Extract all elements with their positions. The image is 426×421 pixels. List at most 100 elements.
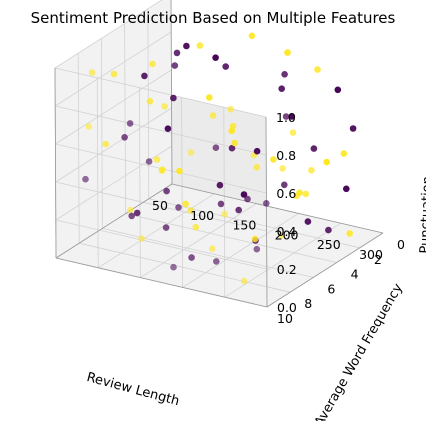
- x-tick-label: 50: [152, 198, 168, 213]
- data-point-negative: [244, 195, 251, 203]
- data-point-positive: [323, 158, 331, 166]
- x-grid-line: [140, 203, 257, 278]
- y-tick-label: 4: [351, 267, 359, 282]
- data-point-negative: [253, 245, 261, 253]
- data-point-positive: [277, 232, 285, 239]
- data-point-negative: [212, 144, 220, 151]
- data-point-positive: [149, 60, 156, 68]
- data-point-positive: [187, 207, 195, 214]
- data-point-positive: [127, 206, 134, 214]
- data-point-positive: [251, 235, 259, 243]
- data-point-negative: [325, 226, 332, 234]
- data-point-positive: [88, 69, 96, 76]
- axis-edge: [54, 67, 57, 259]
- y-tick-label: 0: [397, 237, 405, 252]
- data-point-negative: [235, 206, 242, 214]
- z-axis-label: Punctuation: [418, 176, 426, 254]
- axis-edge: [265, 116, 268, 308]
- data-point-negative: [253, 147, 261, 155]
- axis-edge: [171, 183, 384, 234]
- data-point-negative: [281, 181, 288, 189]
- z-tick-label: 0.4: [277, 224, 297, 239]
- data-point-negative: [334, 86, 342, 94]
- data-point-positive: [231, 139, 238, 147]
- y-tick-label: 8: [304, 296, 312, 311]
- data-point-positive: [248, 32, 256, 40]
- data-point-negative: [82, 175, 89, 183]
- data-point-positive: [138, 235, 145, 242]
- data-point-positive: [346, 230, 354, 237]
- data-point-negative: [310, 145, 318, 152]
- data-point-positive: [161, 103, 168, 110]
- data-point-negative: [126, 120, 134, 127]
- side-pane: [55, 0, 172, 258]
- data-point-negative: [213, 258, 220, 265]
- x-grid-line: [182, 213, 299, 288]
- y-grid-line: [124, 23, 126, 214]
- data-point-positive: [192, 223, 200, 231]
- y-tick-label: 2: [374, 252, 382, 267]
- data-point-positive: [284, 49, 291, 56]
- data-point-negative: [288, 113, 296, 120]
- x-grid-line: [181, 97, 184, 288]
- data-point-positive: [227, 105, 234, 113]
- chart-title: Sentiment Prediction Based on Multiple F…: [31, 9, 396, 27]
- y-tick-label: 10: [277, 311, 293, 326]
- z-tick-label: 0.2: [277, 262, 297, 277]
- data-point-negative: [133, 209, 141, 217]
- data-point-positive: [176, 167, 183, 175]
- x-tick-label: 250: [317, 237, 341, 252]
- z-grid-line: [55, 219, 267, 270]
- data-point-negative: [282, 113, 290, 120]
- data-point-positive: [253, 163, 261, 171]
- data-point-negative: [141, 72, 148, 80]
- data-point-positive: [308, 167, 315, 174]
- z-grid-line: [54, 0, 163, 69]
- data-point-negative: [263, 200, 270, 207]
- axis-edge: [266, 232, 384, 308]
- z-grid-line: [55, 181, 267, 232]
- data-point-positive: [206, 94, 213, 101]
- x-grid-line: [96, 77, 99, 268]
- data-point-negative: [188, 254, 195, 261]
- y-grid-line: [125, 213, 337, 263]
- data-point-negative: [164, 125, 172, 132]
- y-grid-line: [79, 242, 291, 293]
- x-grid-line: [224, 222, 342, 298]
- data-point-negative: [175, 204, 182, 211]
- y-tick-label: 6: [327, 281, 335, 296]
- data-point-negative: [171, 62, 179, 69]
- data-point-negative: [128, 212, 135, 220]
- z-grid-line: [54, 31, 172, 107]
- data-point-negative: [228, 144, 236, 152]
- data-point-positive: [110, 70, 118, 78]
- x-axis-label: Review Length: [85, 370, 181, 409]
- z-tick-label: 0.0: [277, 300, 297, 315]
- data-point-positive: [85, 123, 93, 130]
- data-point-positive: [158, 167, 166, 174]
- y-grid-line: [101, 38, 103, 229]
- data-point-negative: [163, 187, 170, 195]
- data-point-negative: [173, 49, 181, 57]
- y-grid-line: [102, 228, 314, 278]
- data-point-positive: [146, 97, 154, 105]
- axis-edge: [55, 257, 268, 308]
- y-grid-line: [77, 53, 80, 244]
- data-point-negative: [170, 94, 177, 102]
- z-grid-line: [55, 107, 172, 183]
- z-tick-label: 1.0: [276, 110, 296, 125]
- x-grid-line: [138, 87, 141, 278]
- data-point-negative: [162, 224, 170, 231]
- data-point-positive: [209, 245, 216, 252]
- data-point-negative: [349, 125, 357, 132]
- x-grid-line: [223, 107, 226, 298]
- data-point-positive: [153, 156, 161, 163]
- z-tick-label: 0.8: [276, 148, 296, 163]
- data-point-negative: [216, 181, 224, 189]
- data-point-positive: [240, 277, 248, 285]
- data-point-positive: [182, 200, 189, 208]
- data-point-negative: [343, 185, 350, 193]
- data-point-negative: [145, 158, 153, 165]
- x-tick-label: 200: [275, 227, 299, 242]
